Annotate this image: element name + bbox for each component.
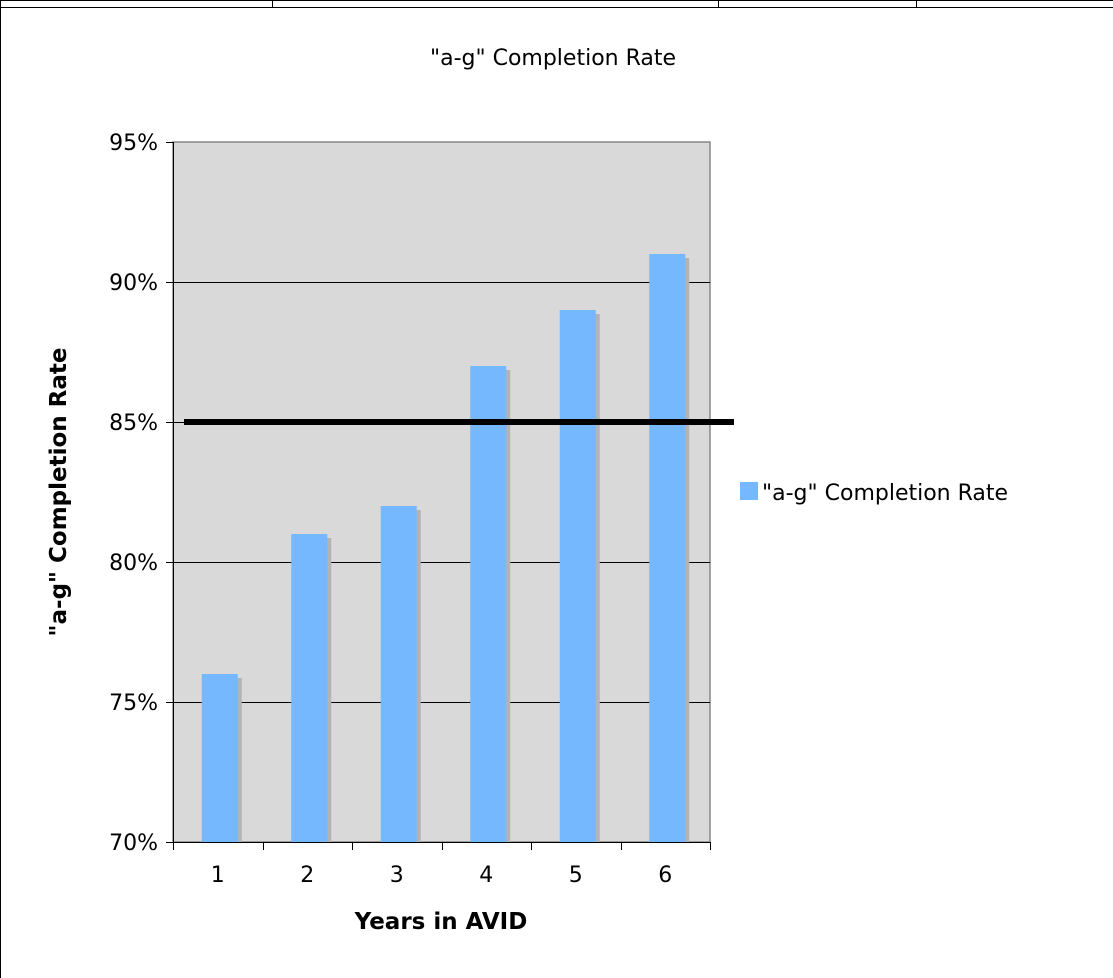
bar (201, 674, 238, 842)
bar (470, 366, 507, 842)
plot-area (172, 141, 711, 843)
legend-swatch (740, 482, 758, 500)
axes (166, 142, 711, 850)
y-axis-title: "a-g" Completion Rate (46, 348, 72, 637)
chart-title: "a-g" Completion Rate (430, 46, 676, 71)
y-tick-label: 75% (109, 691, 158, 716)
bar (380, 506, 417, 842)
x-tick-label: 6 (658, 863, 672, 888)
y-tick-label: 70% (109, 831, 158, 856)
x-tick-label: 4 (479, 863, 493, 888)
y-tick-label: 85% (109, 411, 158, 436)
bars (201, 254, 690, 842)
bar (559, 310, 596, 842)
legend-label: "a-g" Completion Rate (762, 481, 1008, 506)
bar (649, 254, 686, 842)
y-tick-label: 90% (109, 271, 158, 296)
x-tick-label: 2 (300, 863, 314, 888)
legend: "a-g" Completion Rate (740, 481, 1008, 506)
x-tick-labels: 1 2 3 4 5 6 (211, 863, 673, 888)
y-tick-labels: 70% 75% 80% 85% 90% 95% (109, 131, 158, 856)
y-tick-label: 80% (109, 551, 158, 576)
x-axis-title: Years in AVID (354, 909, 528, 935)
y-tick-label: 95% (109, 131, 158, 156)
x-tick-label: 3 (390, 863, 404, 888)
x-tick-label: 1 (211, 863, 225, 888)
x-tick-label: 5 (569, 863, 583, 888)
bar (291, 534, 328, 842)
